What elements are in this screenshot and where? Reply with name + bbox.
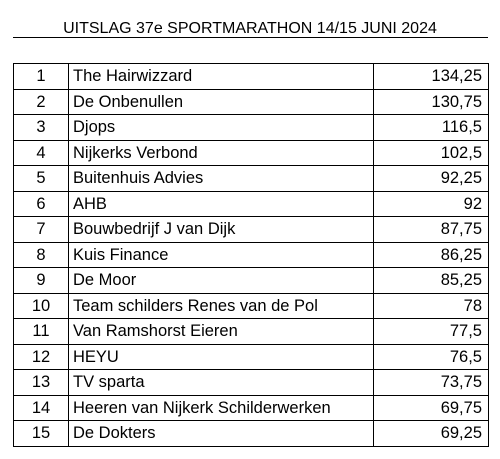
score-cell: 77,5	[373, 318, 489, 345]
team-name-cell: Bouwbedrijf J van Dijk	[68, 216, 374, 243]
score-cell: 116,5	[373, 114, 489, 141]
table-row: 7 Bouwbedrijf J van Dijk 87,75	[13, 216, 489, 243]
score-cell: 69,75	[373, 394, 489, 421]
table-row: 10 Team schilders Renes van de Pol 78	[13, 292, 489, 319]
title-underline	[13, 37, 488, 38]
rank-cell: 9	[13, 267, 69, 294]
results-table-body: 1 The Hairwizzard 134,25 2 De Onbenullen 130,…	[13, 63, 489, 447]
team-name-cell: Kuis Finance	[68, 241, 374, 268]
table-row: 14 Heeren van Nijkerk Schilderwerken 69,75	[13, 394, 489, 421]
table-row: 12 HEYU 76,5	[13, 343, 489, 370]
team-name-cell: Nijkerks Verbond	[68, 139, 374, 166]
score-cell: 78	[373, 292, 489, 319]
table-row: 8 Kuis Finance 86,25	[13, 241, 489, 268]
score-cell: 87,75	[373, 216, 489, 243]
score-cell: 134,25	[373, 63, 489, 90]
rank-cell: 6	[13, 190, 69, 217]
score-cell: 73,75	[373, 369, 489, 396]
table-row: 13 TV sparta 73,75	[13, 369, 489, 396]
table-row: 15 De Dokters 69,25	[13, 420, 489, 447]
rank-cell: 1	[13, 63, 69, 90]
team-name-cell: De Moor	[68, 267, 374, 294]
rank-cell: 3	[13, 114, 69, 141]
score-cell: 85,25	[373, 267, 489, 294]
rank-cell: 15	[13, 420, 69, 447]
team-name-cell: Heeren van Nijkerk Schilderwerken	[68, 394, 374, 421]
score-cell: 69,25	[373, 420, 489, 447]
rank-cell: 8	[13, 241, 69, 268]
table-row: 6 AHB 92	[13, 190, 489, 217]
table-row: 3 Djops 116,5	[13, 114, 489, 141]
team-name-cell: Buitenhuis Advies	[68, 165, 374, 192]
rank-cell: 2	[13, 88, 69, 115]
table-row: 9 De Moor 85,25	[13, 267, 489, 294]
score-cell: 92	[373, 190, 489, 217]
team-name-cell: Team schilders Renes van de Pol	[68, 292, 374, 319]
results-table: 1 The Hairwizzard 134,25 2 De Onbenullen 130,…	[13, 63, 489, 447]
table-row: 2 De Onbenullen 130,75	[13, 88, 489, 115]
table-row: 11 Van Ramshorst Eieren 77,5	[13, 318, 489, 345]
rank-cell: 7	[13, 216, 69, 243]
team-name-cell: Van Ramshorst Eieren	[68, 318, 374, 345]
rank-cell: 4	[13, 139, 69, 166]
score-cell: 86,25	[373, 241, 489, 268]
table-row: 4 Nijkerks Verbond 102,5	[13, 139, 489, 166]
score-cell: 102,5	[373, 139, 489, 166]
rank-cell: 11	[13, 318, 69, 345]
rank-cell: 10	[13, 292, 69, 319]
team-name-cell: The Hairwizzard	[68, 63, 374, 90]
page-title: UITSLAG 37e SPORTMARATHON 14/15 JUNI 202…	[63, 20, 437, 37]
score-cell: 76,5	[373, 343, 489, 370]
rank-cell: 5	[13, 165, 69, 192]
rank-cell: 13	[13, 369, 69, 396]
team-name-cell: HEYU	[68, 343, 374, 370]
score-cell: 130,75	[373, 88, 489, 115]
team-name-cell: TV sparta	[68, 369, 374, 396]
table-row: 5 Buitenhuis Advies 92,25	[13, 165, 489, 192]
team-name-cell: De Onbenullen	[68, 88, 374, 115]
team-name-cell: De Dokters	[68, 420, 374, 447]
rank-cell: 12	[13, 343, 69, 370]
score-cell: 92,25	[373, 165, 489, 192]
team-name-cell: Djops	[68, 114, 374, 141]
team-name-cell: AHB	[68, 190, 374, 217]
rank-cell: 14	[13, 394, 69, 421]
table-row: 1 The Hairwizzard 134,25	[13, 63, 489, 90]
